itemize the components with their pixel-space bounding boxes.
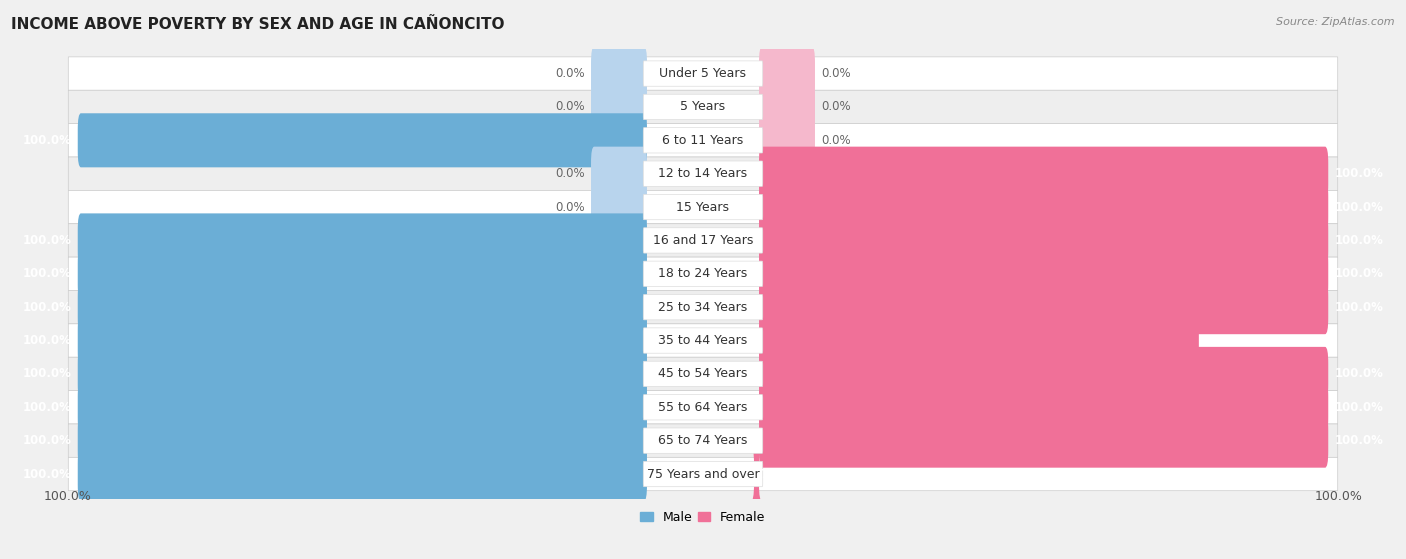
Text: 100.0%: 100.0%	[1334, 167, 1384, 180]
FancyBboxPatch shape	[69, 457, 1337, 491]
Text: 100.0%: 100.0%	[22, 234, 72, 247]
Text: 25 to 34 Years: 25 to 34 Years	[658, 301, 748, 314]
FancyBboxPatch shape	[69, 90, 1337, 124]
FancyBboxPatch shape	[759, 180, 1329, 234]
Text: Source: ZipAtlas.com: Source: ZipAtlas.com	[1277, 17, 1395, 27]
FancyBboxPatch shape	[69, 57, 1337, 90]
FancyBboxPatch shape	[759, 113, 815, 167]
Legend: Male, Female: Male, Female	[636, 506, 770, 529]
FancyBboxPatch shape	[644, 461, 762, 487]
FancyBboxPatch shape	[69, 257, 1337, 291]
Text: 55 to 64 Years: 55 to 64 Years	[658, 401, 748, 414]
Text: 0.0%: 0.0%	[555, 101, 585, 113]
Text: 100.0%: 100.0%	[1334, 401, 1384, 414]
Text: 5 Years: 5 Years	[681, 101, 725, 113]
Text: 100.0%: 100.0%	[1334, 267, 1384, 280]
FancyBboxPatch shape	[644, 228, 762, 253]
FancyBboxPatch shape	[759, 314, 1199, 368]
Text: 100.0%: 100.0%	[1334, 234, 1384, 247]
FancyBboxPatch shape	[591, 180, 647, 234]
FancyBboxPatch shape	[77, 414, 647, 468]
Text: INCOME ABOVE POVERTY BY SEX AND AGE IN CAÑONCITO: INCOME ABOVE POVERTY BY SEX AND AGE IN C…	[11, 17, 505, 32]
FancyBboxPatch shape	[591, 80, 647, 134]
Text: 100.0%: 100.0%	[22, 134, 72, 147]
Text: 0.0%: 0.0%	[821, 101, 851, 113]
FancyBboxPatch shape	[751, 447, 762, 501]
Text: 100.0%: 100.0%	[22, 467, 72, 481]
FancyBboxPatch shape	[644, 361, 762, 387]
Text: 35 to 44 Years: 35 to 44 Years	[658, 334, 748, 347]
FancyBboxPatch shape	[69, 124, 1337, 157]
FancyBboxPatch shape	[759, 347, 1329, 401]
FancyBboxPatch shape	[69, 191, 1337, 224]
FancyBboxPatch shape	[77, 247, 647, 301]
Text: 100.0%: 100.0%	[22, 401, 72, 414]
FancyBboxPatch shape	[77, 214, 647, 267]
Text: 100.0%: 100.0%	[22, 334, 72, 347]
Text: 100.0%: 100.0%	[22, 301, 72, 314]
Text: 15 Years: 15 Years	[676, 201, 730, 214]
FancyBboxPatch shape	[759, 46, 815, 101]
FancyBboxPatch shape	[69, 324, 1337, 357]
Text: 100.0%: 100.0%	[1334, 301, 1384, 314]
Text: 100.0%: 100.0%	[44, 490, 91, 503]
Text: 7.7%: 7.7%	[761, 467, 793, 481]
FancyBboxPatch shape	[759, 247, 1329, 301]
Text: 12 to 14 Years: 12 to 14 Years	[658, 167, 748, 180]
Text: 100.0%: 100.0%	[1334, 434, 1384, 447]
Text: 45 to 54 Years: 45 to 54 Years	[658, 367, 748, 381]
Text: 16 and 17 Years: 16 and 17 Years	[652, 234, 754, 247]
FancyBboxPatch shape	[77, 380, 647, 434]
Text: 100.0%: 100.0%	[1334, 367, 1384, 381]
FancyBboxPatch shape	[77, 113, 647, 167]
FancyBboxPatch shape	[69, 391, 1337, 424]
Text: 18 to 24 Years: 18 to 24 Years	[658, 267, 748, 280]
FancyBboxPatch shape	[759, 380, 1329, 434]
Text: 0.0%: 0.0%	[555, 167, 585, 180]
Text: 100.0%: 100.0%	[22, 367, 72, 381]
Text: 0.0%: 0.0%	[555, 67, 585, 80]
FancyBboxPatch shape	[77, 447, 647, 501]
FancyBboxPatch shape	[77, 314, 647, 368]
FancyBboxPatch shape	[759, 214, 1329, 267]
FancyBboxPatch shape	[644, 428, 762, 453]
Text: 100.0%: 100.0%	[22, 434, 72, 447]
FancyBboxPatch shape	[591, 146, 647, 201]
Text: 100.0%: 100.0%	[1315, 490, 1362, 503]
FancyBboxPatch shape	[644, 195, 762, 220]
FancyBboxPatch shape	[77, 347, 647, 401]
FancyBboxPatch shape	[69, 424, 1337, 457]
FancyBboxPatch shape	[759, 414, 1329, 468]
FancyBboxPatch shape	[77, 280, 647, 334]
Text: 0.0%: 0.0%	[821, 134, 851, 147]
Text: 6 to 11 Years: 6 to 11 Years	[662, 134, 744, 147]
Text: Under 5 Years: Under 5 Years	[659, 67, 747, 80]
Text: 0.0%: 0.0%	[555, 201, 585, 214]
FancyBboxPatch shape	[644, 61, 762, 86]
FancyBboxPatch shape	[644, 127, 762, 153]
FancyBboxPatch shape	[759, 80, 815, 134]
Text: 0.0%: 0.0%	[821, 67, 851, 80]
FancyBboxPatch shape	[644, 395, 762, 420]
FancyBboxPatch shape	[759, 280, 1329, 334]
Text: 65 to 74 Years: 65 to 74 Years	[658, 434, 748, 447]
FancyBboxPatch shape	[69, 224, 1337, 257]
FancyBboxPatch shape	[69, 157, 1337, 191]
Text: 100.0%: 100.0%	[22, 267, 72, 280]
FancyBboxPatch shape	[69, 291, 1337, 324]
Text: 100.0%: 100.0%	[1334, 201, 1384, 214]
FancyBboxPatch shape	[759, 146, 1329, 201]
FancyBboxPatch shape	[591, 46, 647, 101]
Text: 79.2%: 79.2%	[1205, 334, 1246, 347]
FancyBboxPatch shape	[644, 261, 762, 286]
FancyBboxPatch shape	[644, 328, 762, 353]
FancyBboxPatch shape	[69, 357, 1337, 391]
Text: 75 Years and over: 75 Years and over	[647, 467, 759, 481]
FancyBboxPatch shape	[644, 94, 762, 120]
FancyBboxPatch shape	[644, 161, 762, 186]
FancyBboxPatch shape	[644, 295, 762, 320]
